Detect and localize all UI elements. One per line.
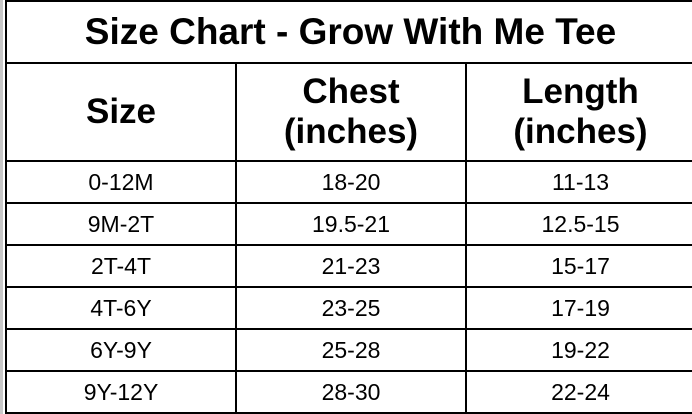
table-row: 9M-2T 19.5-21 12.5-15 bbox=[5, 202, 692, 246]
cell-length: 12.5-15 bbox=[465, 202, 692, 246]
header-chest: Chest (inches) bbox=[235, 62, 467, 162]
cell-length: 15-17 bbox=[465, 244, 692, 288]
table-row: 0-12M 18-20 11-13 bbox=[5, 160, 692, 204]
cell-chest: 25-28 bbox=[235, 328, 467, 372]
table-title: Size Chart - Grow With Me Tee bbox=[5, 0, 692, 64]
table-row: 9Y-12Y 28-30 22-24 bbox=[5, 370, 692, 414]
size-chart-table: Size Chart - Grow With Me Tee Size Chest… bbox=[5, 0, 692, 414]
cell-size: 9Y-12Y bbox=[5, 370, 237, 414]
header-size: Size bbox=[5, 62, 237, 162]
cell-size: 6Y-9Y bbox=[5, 328, 237, 372]
cell-length: 19-22 bbox=[465, 328, 692, 372]
cell-chest: 23-25 bbox=[235, 286, 467, 330]
cell-size: 9M-2T bbox=[5, 202, 237, 246]
header-length: Length (inches) bbox=[465, 62, 692, 162]
cell-chest: 19.5-21 bbox=[235, 202, 467, 246]
cell-chest: 28-30 bbox=[235, 370, 467, 414]
cell-size: 4T-6Y bbox=[5, 286, 237, 330]
table-row: 2T-4T 21-23 15-17 bbox=[5, 244, 692, 288]
cell-chest: 18-20 bbox=[235, 160, 467, 204]
table-row: 4T-6Y 23-25 17-19 bbox=[5, 286, 692, 330]
cell-size: 2T-4T bbox=[5, 244, 237, 288]
cell-size: 0-12M bbox=[5, 160, 237, 204]
cell-chest: 21-23 bbox=[235, 244, 467, 288]
cell-length: 22-24 bbox=[465, 370, 692, 414]
header-row: Size Chest (inches) Length (inches) bbox=[5, 62, 692, 162]
table-row: 6Y-9Y 25-28 19-22 bbox=[5, 328, 692, 372]
cell-length: 17-19 bbox=[465, 286, 692, 330]
cell-length: 11-13 bbox=[465, 160, 692, 204]
